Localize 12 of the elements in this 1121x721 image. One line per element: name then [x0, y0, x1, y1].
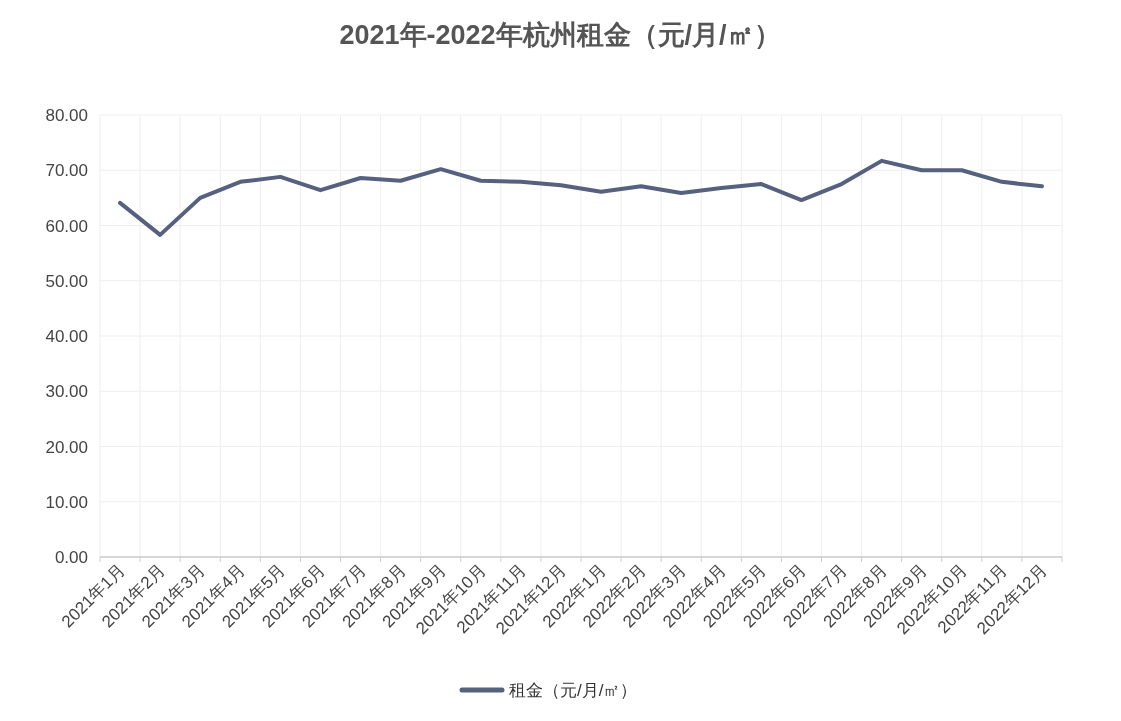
y-tick-label: 30.00	[45, 382, 88, 402]
y-tick-label: 10.00	[45, 492, 88, 512]
y-tick-label: 50.00	[45, 271, 88, 291]
y-tick-label: 0.00	[54, 548, 88, 567]
y-tick-label: 80.00	[45, 106, 88, 125]
y-tick-label: 20.00	[45, 437, 88, 457]
y-tick-label: 70.00	[45, 161, 88, 181]
legend-label: 租金（元/月/㎡）	[509, 681, 638, 700]
line-series	[118, 158, 1044, 237]
y-tick-label: 60.00	[45, 216, 88, 236]
y-tick-label: 40.00	[45, 327, 88, 346]
chart-title: 2021年-2022年杭州租金（元/月/㎡）	[339, 20, 781, 50]
